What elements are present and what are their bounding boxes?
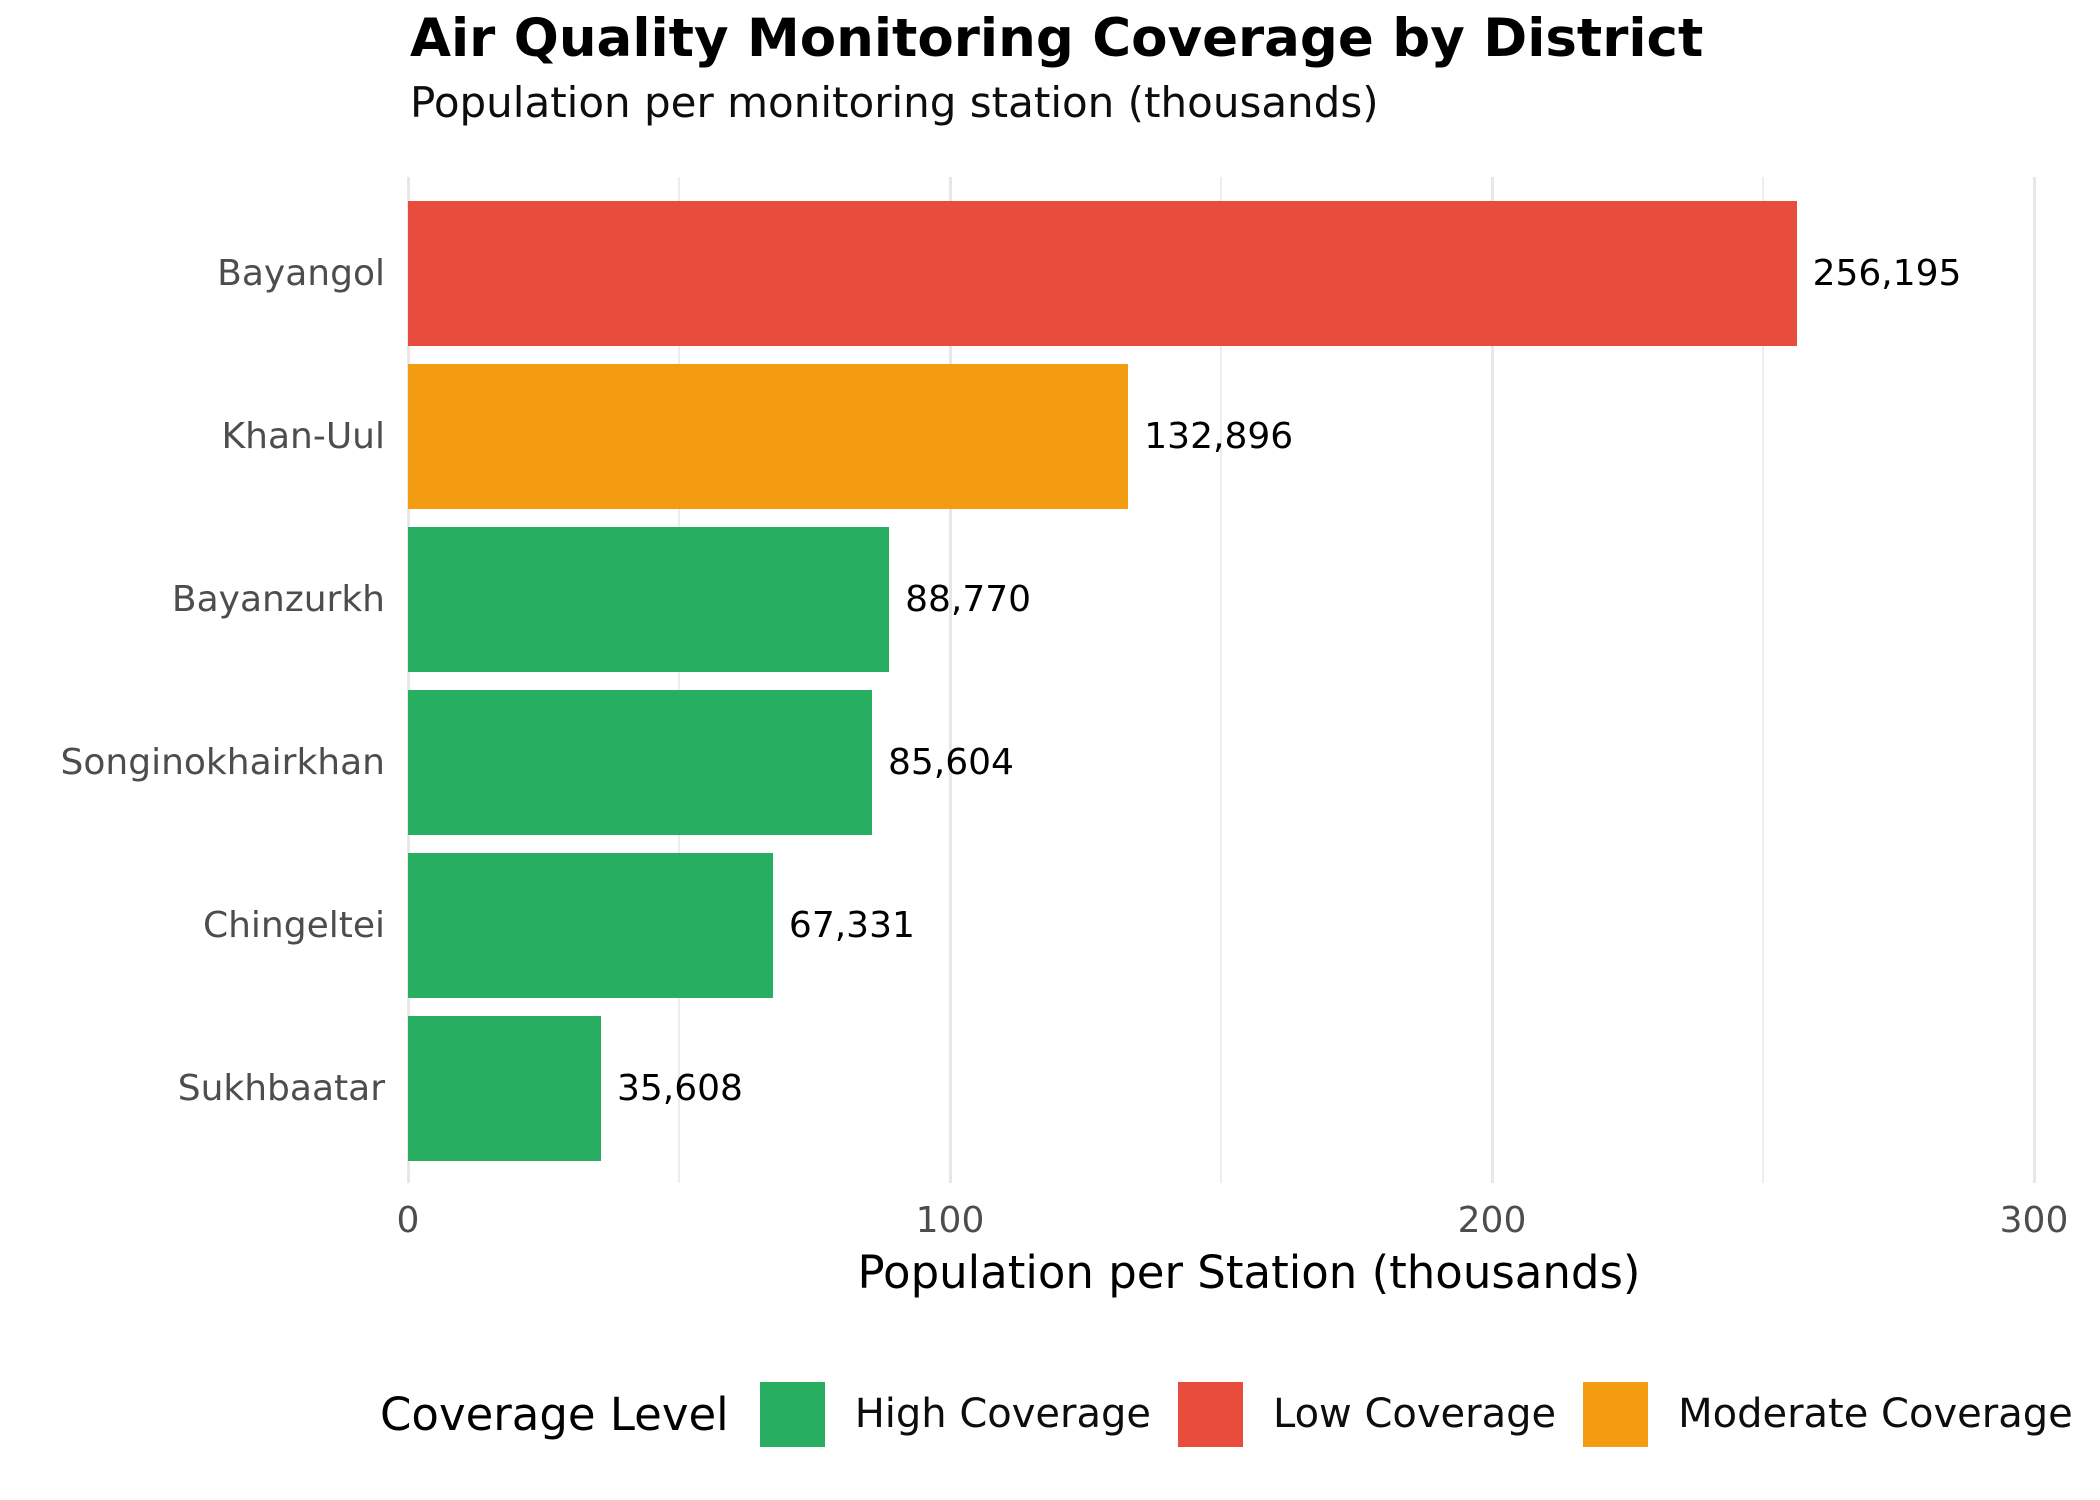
legend-label-high-coverage: High Coverage — [854, 1391, 1151, 1437]
bar-row-khan-uul: 132,896 — [408, 364, 2090, 509]
bar-row-bayangol: 256,195 — [408, 201, 2090, 346]
legend-label-low-coverage: Low Coverage — [1272, 1391, 1557, 1437]
value-label-bayangol: 256,195 — [1812, 253, 1962, 294]
legend-swatch-moderate-coverage — [1583, 1381, 1649, 1447]
gridline-minor-50 — [678, 177, 680, 1183]
bar-chingeltei — [408, 853, 773, 998]
legend-swatch-high-coverage — [759, 1381, 825, 1447]
category-label-bayanzurkh: Bayanzurkh — [171, 579, 385, 620]
bar-bayanzurkh — [408, 527, 890, 672]
category-label-khan-uul: Khan-Uul — [221, 416, 385, 457]
chart-subtitle: Population per monitoring station (thous… — [410, 78, 1379, 127]
legend-item-moderate-coverage: Moderate Coverage — [1583, 1381, 2073, 1447]
legend-item-high-coverage: High Coverage — [759, 1381, 1151, 1447]
bar-sukhbaatar — [408, 1016, 601, 1161]
bar-row-songinokhairkhan: 85,604 — [408, 690, 2090, 835]
legend-swatch-low-coverage — [1177, 1381, 1243, 1447]
x-axis-title: Population per Station (thousands) — [857, 1246, 1641, 1299]
category-label-bayangol: Bayangol — [217, 253, 385, 294]
value-label-bayanzurkh: 88,770 — [905, 579, 1032, 620]
value-label-songinokhairkhan: 85,604 — [887, 742, 1014, 783]
legend-item-low-coverage: Low Coverage — [1177, 1381, 1557, 1447]
x-tick-300: 300 — [1999, 1200, 2069, 1241]
x-tick-100: 100 — [915, 1200, 985, 1241]
bar-row-chingeltei: 67,331 — [408, 853, 2090, 998]
legend: Coverage Level High Coverage Low Coverage… — [380, 1380, 2100, 1448]
bar-bayangol — [408, 201, 1797, 346]
gridline-minor-250 — [1762, 177, 1764, 1183]
value-label-chingeltei: 67,331 — [788, 905, 915, 946]
value-label-khan-uul: 132,896 — [1144, 416, 1294, 457]
legend-title: Coverage Level — [380, 1387, 729, 1441]
bar-row-bayanzurkh: 88,770 — [408, 527, 2090, 672]
gridline-major-100 — [948, 177, 952, 1183]
gridline-major-0 — [406, 177, 410, 1183]
bar-songinokhairkhan — [408, 690, 872, 835]
x-tick-200: 200 — [1457, 1200, 1527, 1241]
bar-khan-uul — [408, 364, 1129, 509]
x-tick-0: 0 — [396, 1200, 420, 1241]
gridline-minor-150 — [1220, 177, 1222, 1183]
legend-label-moderate-coverage: Moderate Coverage — [1678, 1391, 2073, 1437]
category-label-sukhbaatar: Sukhbaatar — [177, 1068, 385, 1109]
bar-row-sukhbaatar: 35,608 — [408, 1016, 2090, 1161]
chart-title: Air Quality Monitoring Coverage by Distr… — [410, 8, 1704, 69]
plot-panel: 256,195 132,896 88,770 85,604 67,331 35,608 — [406, 177, 2090, 1183]
category-label-songinokhairkhan: Songinokhairkhan — [60, 742, 385, 783]
gridline-major-200 — [1490, 177, 1494, 1183]
gridline-major-300 — [2032, 177, 2036, 1183]
value-label-sukhbaatar: 35,608 — [616, 1068, 743, 1109]
category-label-chingeltei: Chingeltei — [202, 905, 385, 946]
